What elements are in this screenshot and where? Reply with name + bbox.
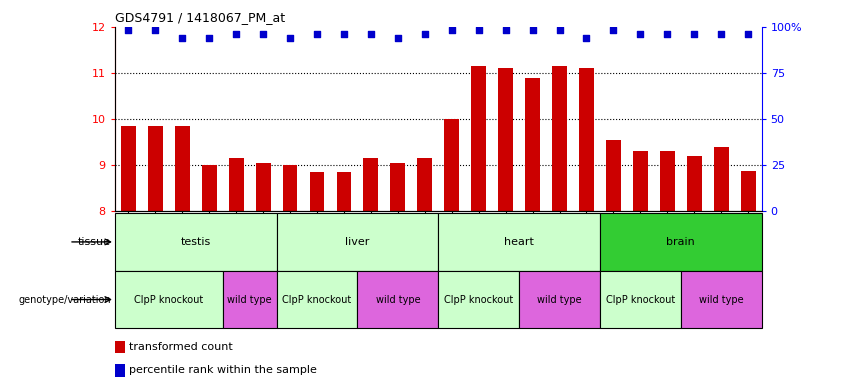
Bar <box>740 170 756 211</box>
Bar <box>606 140 621 211</box>
Bar <box>229 158 243 211</box>
Bar <box>687 156 702 211</box>
Point <box>471 27 485 33</box>
Bar <box>310 172 324 211</box>
Bar <box>121 126 136 211</box>
Point <box>660 31 674 37</box>
Bar <box>438 213 600 271</box>
Text: transformed count: transformed count <box>129 342 233 352</box>
Bar <box>498 68 513 211</box>
Point <box>418 31 431 37</box>
Text: brain: brain <box>666 237 695 247</box>
Bar <box>525 78 540 211</box>
Bar <box>579 68 594 211</box>
Text: wild type: wild type <box>537 295 582 305</box>
Point <box>203 35 216 41</box>
Bar <box>363 158 379 211</box>
Point <box>391 35 405 41</box>
Point <box>148 27 162 33</box>
Bar <box>277 271 357 328</box>
Point <box>526 27 540 33</box>
Bar <box>115 213 277 271</box>
Bar <box>115 271 223 328</box>
Text: wild type: wild type <box>699 295 744 305</box>
Bar <box>336 172 351 211</box>
Point <box>580 35 593 41</box>
Bar <box>681 271 762 328</box>
Bar <box>633 151 648 211</box>
Bar <box>714 147 728 211</box>
Bar <box>552 66 567 211</box>
Text: liver: liver <box>346 237 369 247</box>
Bar <box>438 271 519 328</box>
Bar <box>600 213 762 271</box>
Bar <box>391 163 405 211</box>
Point <box>364 31 378 37</box>
Text: percentile rank within the sample: percentile rank within the sample <box>129 365 317 375</box>
Point <box>337 31 351 37</box>
Point <box>553 27 567 33</box>
Bar <box>357 271 438 328</box>
Text: testis: testis <box>180 237 211 247</box>
Point <box>633 31 648 37</box>
Bar <box>471 66 486 211</box>
Bar <box>223 271 277 328</box>
Bar <box>444 119 460 211</box>
Point <box>714 31 728 37</box>
Text: wild type: wild type <box>227 295 272 305</box>
Point <box>256 31 270 37</box>
Point <box>122 27 135 33</box>
Bar <box>519 271 600 328</box>
Point <box>607 27 620 33</box>
Text: ClpP knockout: ClpP knockout <box>444 295 513 305</box>
Bar <box>600 271 681 328</box>
Point <box>283 35 297 41</box>
Point <box>499 27 512 33</box>
Bar <box>283 165 298 211</box>
Text: heart: heart <box>504 237 534 247</box>
Bar <box>417 158 432 211</box>
Text: genotype/variation: genotype/variation <box>18 295 111 305</box>
Text: ClpP knockout: ClpP knockout <box>134 295 203 305</box>
Bar <box>202 165 217 211</box>
Text: ClpP knockout: ClpP knockout <box>283 295 351 305</box>
Text: ClpP knockout: ClpP knockout <box>606 295 675 305</box>
Point <box>310 31 323 37</box>
Bar <box>115 341 125 353</box>
Text: tissue: tissue <box>77 237 111 247</box>
Bar <box>115 364 125 376</box>
Text: GDS4791 / 1418067_PM_at: GDS4791 / 1418067_PM_at <box>115 11 285 24</box>
Point <box>229 31 243 37</box>
Point <box>175 35 189 41</box>
Bar <box>277 213 438 271</box>
Bar <box>174 126 190 211</box>
Point <box>688 31 701 37</box>
Bar <box>660 151 675 211</box>
Bar <box>255 163 271 211</box>
Point <box>741 31 755 37</box>
Text: wild type: wild type <box>375 295 420 305</box>
Bar <box>148 126 163 211</box>
Point <box>445 27 459 33</box>
